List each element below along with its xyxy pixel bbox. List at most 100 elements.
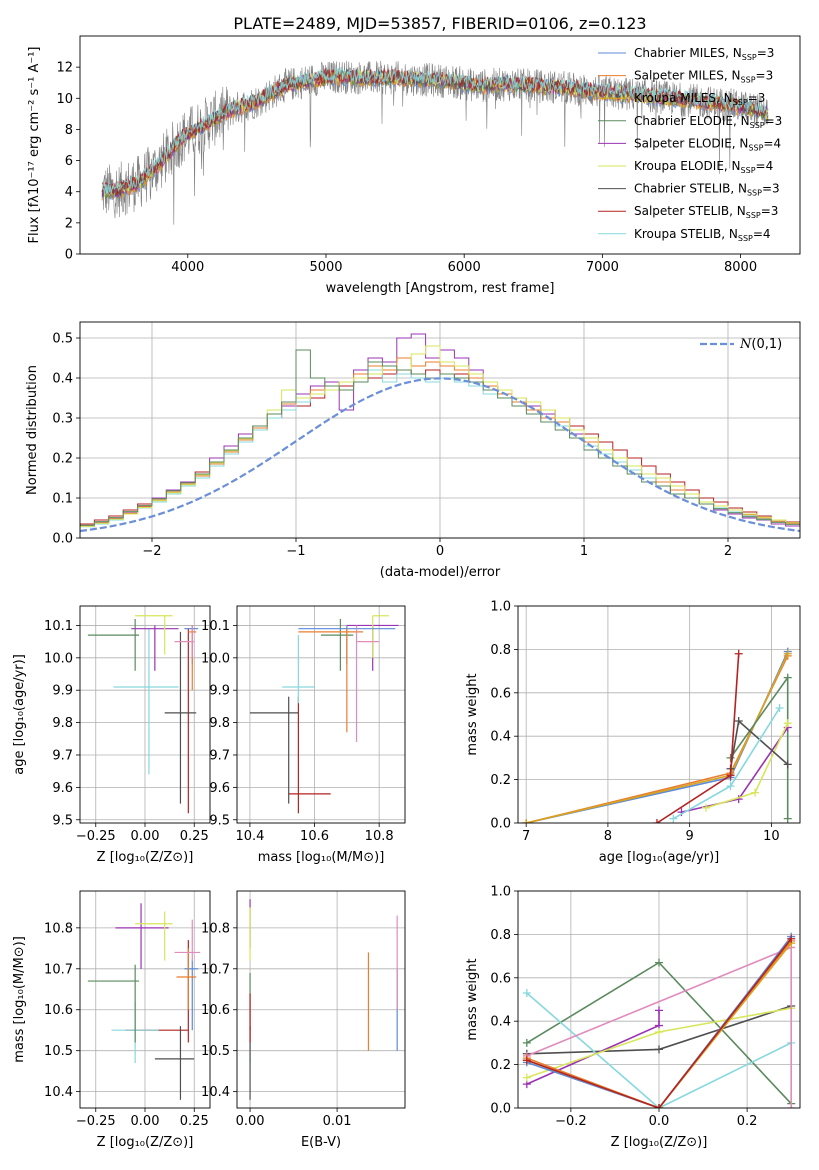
y-tick-label: 1.0 [490,600,511,615]
y-tick-label: 0.6 [490,971,511,986]
panel-mass-vs-ebv: 0.00 0.01 10.4 10.5 10.6 10.7 10.8 E(B-V) [201,890,406,1150]
y-tick-label: 10.0 [201,651,230,666]
axes-frame [236,890,406,1109]
error-point [115,903,169,969]
weight-series [526,936,792,1108]
weight-marker [702,803,710,812]
error-point [184,625,199,665]
axes-frame [79,605,211,824]
x-tick-label: 5000 [309,260,342,275]
error-point [154,1026,195,1100]
weight-marker [669,814,678,823]
weight-marker [726,753,735,762]
x-tick-label: −0.25 [76,1114,116,1129]
panel-residuals: −2 −1 0 1 2 0.0 0.1 0.2 0.3 0.4 0.5 N(0,1) (data-mod… [25,321,801,580]
model-spectrum [101,67,769,195]
weight-marker [726,771,735,780]
y-tick-label: 10.0 [44,651,73,666]
weight-marker [787,934,796,943]
y-tick-label: 9.5 [52,813,73,828]
x-tick-label: 10.4 [235,829,264,844]
x-tick-label: −1 [286,544,305,559]
legend: Chabrier MILES, NSSP=3 Salpeter MILES, NS… [598,46,782,243]
y-tick-label: 10 [56,92,73,107]
y-tick-label: 10.5 [201,1044,230,1059]
y-tick-label: 9.8 [52,716,73,731]
panel-age-vs-mass: 10.4 10.6 10.8 9.5 9.6 9.7 9.8 9.9 10.0 10.1 mass … [201,605,406,865]
y-tick-label: 2 [65,216,73,231]
plot-area [80,333,800,533]
weight-marker [655,1028,663,1037]
weight-marker [522,988,531,997]
plot-area [522,647,792,823]
legend-entry: Kroupa MILES, NSSP=3 [634,91,765,107]
y-tick-label: 0.6 [490,686,511,701]
y-tick-label: 10.7 [201,962,230,977]
x-tick-label: 10 [763,829,780,844]
weight-marker [655,1104,663,1108]
x-axis-label: wavelength [Angstrom, rest frame] [326,281,555,296]
y-tick-label: 0.1 [52,492,73,507]
x-tick-label: 0 [436,544,444,559]
y-tick-label: 10.8 [44,921,73,936]
plot-area [522,932,796,1108]
y-axis-label: mass [log₁₀(M/M⊙)] [12,936,27,1063]
weight-marker [783,673,792,682]
error-point [113,628,179,775]
axes-frame [79,321,801,539]
y-tick-label: 9.7 [209,748,230,763]
panel-age-vs-Z: −0.25 0.00 0.25 9.5 9.6 9.7 9.8 9.9 10.0 10.1 Z [l… [12,605,211,865]
y-tick-label: 10.5 [44,1044,73,1059]
x-tick-label: 10.8 [365,829,394,844]
legend: N(0,1) [700,337,782,352]
y-tick-label: 0.0 [490,1102,511,1117]
weight-marker [734,649,743,658]
y-tick-label: 9.6 [209,781,230,796]
x-tick-label: 0.2 [737,1114,758,1129]
error-point [372,615,389,658]
y-tick-label: 0.4 [52,372,73,387]
legend-entry: Salpeter ELODIE, NSSP=4 [634,136,781,152]
error-point [174,625,195,658]
axes-frame [517,890,801,1109]
legend-entry: Kroupa STELIB, NSSP=4 [634,227,771,243]
weight-series [656,653,740,823]
weight-marker [522,819,531,823]
plot-area [87,615,199,814]
y-tick-label: 0.8 [490,928,511,943]
x-tick-label: 7000 [586,260,619,275]
y-tick-label: 0.8 [490,643,511,658]
panel-mass-vs-Z: −0.25 0.00 0.25 10.4 10.5 10.6 10.7 10.8 Z [log₁… [12,890,211,1150]
weight-marker [726,782,735,791]
weight-marker [783,719,792,728]
x-tick-label: 0.00 [131,829,160,844]
y-tick-label: 0.0 [490,817,511,832]
x-tick-label: 8000 [724,260,757,275]
x-axis-label: (data-model)/error [380,565,501,580]
x-tick-label: 0.0 [649,1114,670,1129]
y-tick-label: 0.2 [490,773,511,788]
y-tick-label: 9.6 [52,781,73,796]
x-axis-label: age [log₁₀(age/yr)] [599,850,720,865]
error-point [135,911,173,961]
error-point [249,696,299,804]
weight-marker [783,649,792,658]
histogram-series [80,357,800,529]
x-axis-label: Z [log₁₀(Z/Z⊙)] [97,850,194,865]
panel-spectrum: 4000 5000 6000 7000 8000 0 2 4 6 8 10 12 Chabrier MI… [27,35,801,296]
y-tick-label: 10.4 [201,1085,230,1100]
legend-entry: Kroupa ELODIE, NSSP=4 [634,159,773,175]
y-axis-label: Normed distribution [25,365,40,495]
y-tick-label: 9.5 [209,813,230,828]
error-point [174,919,201,961]
y-tick-label: 6 [65,154,73,169]
weight-marker [652,819,661,823]
x-tick-label: 10.6 [300,829,329,844]
y-tick-label: 0.3 [52,412,73,427]
weight-marker [783,760,792,769]
y-tick-label: 9.9 [209,684,230,699]
error-point [355,625,380,743]
y-tick-label: 9.8 [209,716,230,731]
histogram-series [80,333,800,529]
